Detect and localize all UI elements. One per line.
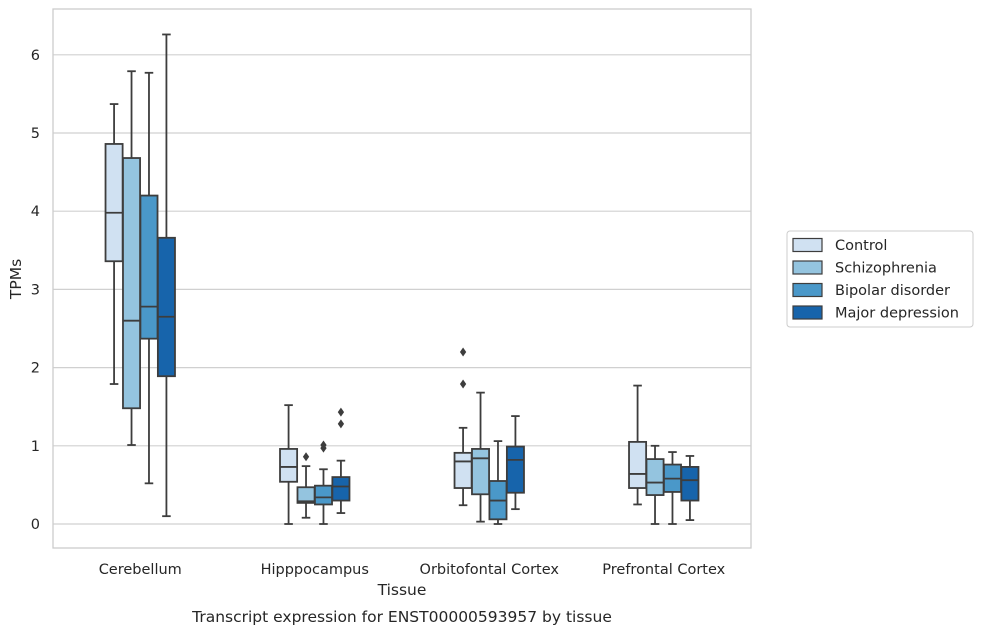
- x-axis-title: Tissue: [377, 581, 427, 599]
- outlier-point: [337, 407, 345, 417]
- outlier-point: [320, 440, 327, 450]
- y-tick-label: 4: [31, 204, 40, 220]
- box-bipolar-disorder: [663, 451, 682, 525]
- iqr-box: [122, 157, 141, 410]
- box-bipolar-disorder: [488, 440, 508, 525]
- legend-label: Control: [835, 238, 887, 254]
- box-major-depression: [331, 407, 351, 514]
- legend-swatch: [792, 237, 823, 253]
- x-tick-label: Cerebellum: [99, 562, 182, 578]
- box-schizophrenia: [122, 70, 141, 446]
- y-tick-labels: 0 1 2 3 4 5 6: [31, 48, 40, 533]
- plot-frame: [52, 8, 752, 549]
- iqr-box: [314, 484, 333, 506]
- y-axis-title: TPMs: [7, 259, 25, 300]
- x-tick-label: Orbitofontal Cortex: [420, 562, 560, 578]
- iqr-box: [505, 445, 525, 494]
- box-bipolar-disorder: [139, 71, 159, 485]
- legend-label: Major depression: [835, 306, 959, 322]
- y-tick-label: 6: [31, 48, 40, 64]
- box-control: [104, 103, 124, 385]
- outlier-point: [459, 379, 467, 389]
- legend-swatch: [792, 305, 823, 320]
- y-tick-label: 2: [31, 361, 40, 377]
- legend-label: Schizophrenia: [835, 261, 937, 277]
- iqr-box: [471, 448, 490, 496]
- box-control: [279, 404, 299, 525]
- y-tick-label: 1: [31, 439, 40, 455]
- box-major-depression: [505, 415, 525, 511]
- y-tick-label: 5: [31, 126, 40, 142]
- iqr-box: [680, 466, 700, 502]
- iqr-box: [139, 194, 159, 340]
- x-tick-labels: Cerebellum Hipppocampus Orbitofontal Corte…: [99, 562, 726, 578]
- outlier-point: [337, 419, 345, 429]
- iqr-box: [645, 458, 665, 496]
- box-control: [628, 384, 648, 506]
- legend-items: Control Schizophrenia Bipolar disorder Majo…: [792, 237, 959, 322]
- box-major-depression: [156, 33, 176, 518]
- box-schizophrenia: [471, 391, 490, 523]
- legend-frame: [786, 230, 974, 328]
- legend: Control Schizophrenia Bipolar disorder Majo…: [786, 230, 974, 328]
- x-tick-label: Hipppocampus: [261, 562, 369, 578]
- chart-caption: Transcript expression for ENST0000059395…: [191, 608, 612, 626]
- y-tick-label: 3: [31, 282, 40, 298]
- box-major-depression: [680, 455, 700, 521]
- legend-label: Bipolar disorder: [835, 283, 950, 299]
- iqr-box: [156, 236, 176, 378]
- y-tick-label: 0: [31, 517, 40, 533]
- outlier-point: [459, 347, 467, 357]
- iqr-box: [628, 440, 648, 489]
- legend-swatch: [792, 260, 823, 275]
- iqr-box: [453, 451, 473, 489]
- outlier-point: [302, 452, 310, 462]
- x-tick-label: Prefrontal Cortex: [602, 562, 725, 578]
- box-schizophrenia: [296, 452, 316, 519]
- iqr-box: [104, 143, 124, 263]
- box-schizophrenia: [645, 444, 665, 525]
- box-control: [453, 347, 473, 507]
- boxes-layer: [104, 33, 700, 525]
- legend-swatch: [792, 282, 823, 298]
- iqr-box: [331, 476, 351, 502]
- iqr-box: [279, 448, 299, 483]
- box-bipolar-disorder: [314, 440, 333, 525]
